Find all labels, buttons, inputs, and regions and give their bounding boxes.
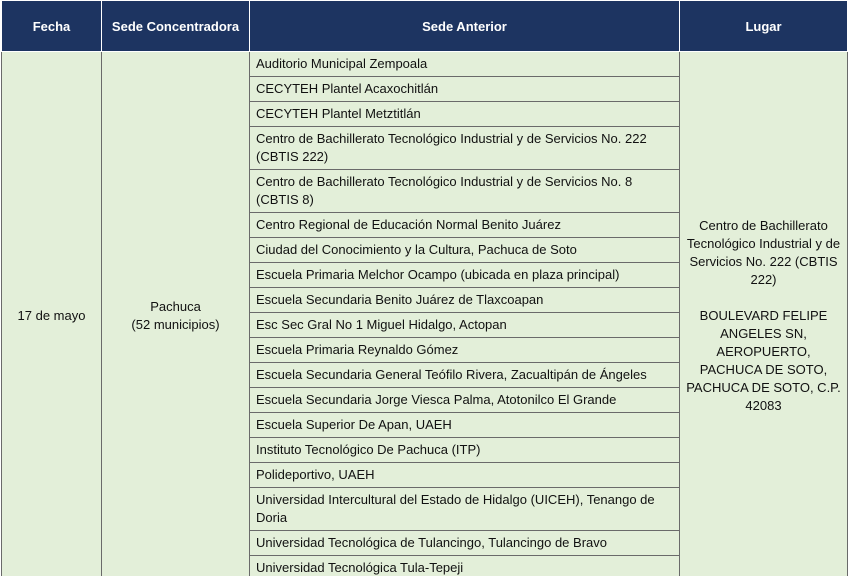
- sede-anterior-cell: CECYTEH Plantel Acaxochitlán: [249, 76, 680, 102]
- table-row: CECYTEH Plantel Metztitlán: [2, 101, 848, 127]
- table-row: Escuela Primaria Melchor Ocampo (ubicada…: [2, 262, 848, 288]
- table-row: Esc Sec Gral No 1 Miguel Hidalgo, Actopa…: [2, 312, 848, 338]
- sede-anterior-cell: Escuela Superior De Apan, UAEH: [249, 412, 680, 438]
- table-row: Universidad Tecnológica de Tulancingo, T…: [2, 530, 848, 556]
- sede-anterior-cell: Escuela Secundaria Jorge Viesca Palma, A…: [249, 387, 680, 413]
- sede-anterior-cell: Instituto Tecnológico De Pachuca (ITP): [249, 437, 680, 463]
- sede-anterior-cell: Esc Sec Gral No 1 Miguel Hidalgo, Actopa…: [249, 312, 680, 338]
- lugar-paragraph: BOULEVARD FELIPE ANGELES SN, AEROPUERTO,…: [686, 308, 841, 413]
- lugar-paragraph: Centro de Bachillerato Tecnológico Indus…: [686, 218, 841, 287]
- column-header: Sede Concentradora: [101, 0, 250, 52]
- sede-anterior-cell: Escuela Primaria Melchor Ocampo (ubicada…: [249, 262, 680, 288]
- table-row: Centro Regional de Educación Normal Beni…: [2, 212, 848, 238]
- lugar-cell: Centro de Bachillerato Tecnológico Indus…: [679, 51, 848, 576]
- sede-anterior-cell: CECYTEH Plantel Metztitlán: [249, 101, 680, 127]
- sede-anterior-cell: Escuela Secundaria General Teófilo River…: [249, 362, 680, 388]
- column-header: Lugar: [679, 0, 848, 52]
- table-row: Escuela Secundaria General Teófilo River…: [2, 362, 848, 388]
- sede-concentradora-cell: Pachuca (52 municipios): [101, 51, 250, 576]
- column-header: Sede Anterior: [249, 0, 680, 52]
- sede-anterior-cell: Auditorio Municipal Zempoala: [249, 51, 680, 77]
- table-row: Escuela Superior De Apan, UAEH: [2, 412, 848, 438]
- sede-anterior-cell: Escuela Secundaria Benito Juárez de Tlax…: [249, 287, 680, 313]
- table-row: CECYTEH Plantel Acaxochitlán: [2, 76, 848, 102]
- table-row: Ciudad del Conocimiento y la Cultura, Pa…: [2, 237, 848, 263]
- sede-anterior-cell: Escuela Primaria Reynaldo Gómez: [249, 337, 680, 363]
- table-row: 17 de mayo Pachuca (52 municipios) Auditori…: [1, 51, 848, 576]
- sede-anterior-cell: Ciudad del Conocimiento y la Cultura, Pa…: [249, 237, 680, 263]
- table-row: Instituto Tecnológico De Pachuca (ITP): [2, 437, 848, 463]
- sede-anterior-cell: Centro de Bachillerato Tecnológico Indus…: [249, 126, 680, 170]
- sede-anterior-cell: Universidad Tecnológica Tula-Tepeji: [249, 555, 680, 576]
- sede-anterior-cell: Centro Regional de Educación Normal Beni…: [249, 212, 680, 238]
- sede-concentradora-line: (52 municipios): [131, 317, 220, 332]
- fecha-cell: 17 de mayo: [1, 51, 102, 576]
- sede-anterior-cell: Polideportivo, UAEH: [249, 462, 680, 488]
- sede-anterior-cell: Universidad Tecnológica de Tulancingo, T…: [249, 530, 680, 556]
- table-row: Universidad Tecnológica Tula-Tepeji: [2, 555, 848, 576]
- table-body: 17 de mayo Pachuca (52 municipios) Auditori…: [1, 51, 848, 576]
- sede-concentradora-line: Pachuca: [150, 299, 201, 314]
- sede-anterior-cell: Universidad Intercultural del Estado de …: [249, 487, 680, 531]
- sede-anterior-cell: Centro de Bachillerato Tecnológico Indus…: [249, 169, 680, 213]
- table-row: Escuela Primaria Reynaldo Gómez: [2, 337, 848, 363]
- table-row: Centro de Bachillerato Tecnológico Indus…: [2, 169, 848, 213]
- table-row: Polideportivo, UAEH: [2, 462, 848, 488]
- column-header: Fecha: [1, 0, 102, 52]
- header-row: Fecha Sede Concentradora Sede Anterior Luga…: [1, 0, 848, 52]
- table-row: Escuela Secundaria Jorge Viesca Palma, A…: [2, 387, 848, 413]
